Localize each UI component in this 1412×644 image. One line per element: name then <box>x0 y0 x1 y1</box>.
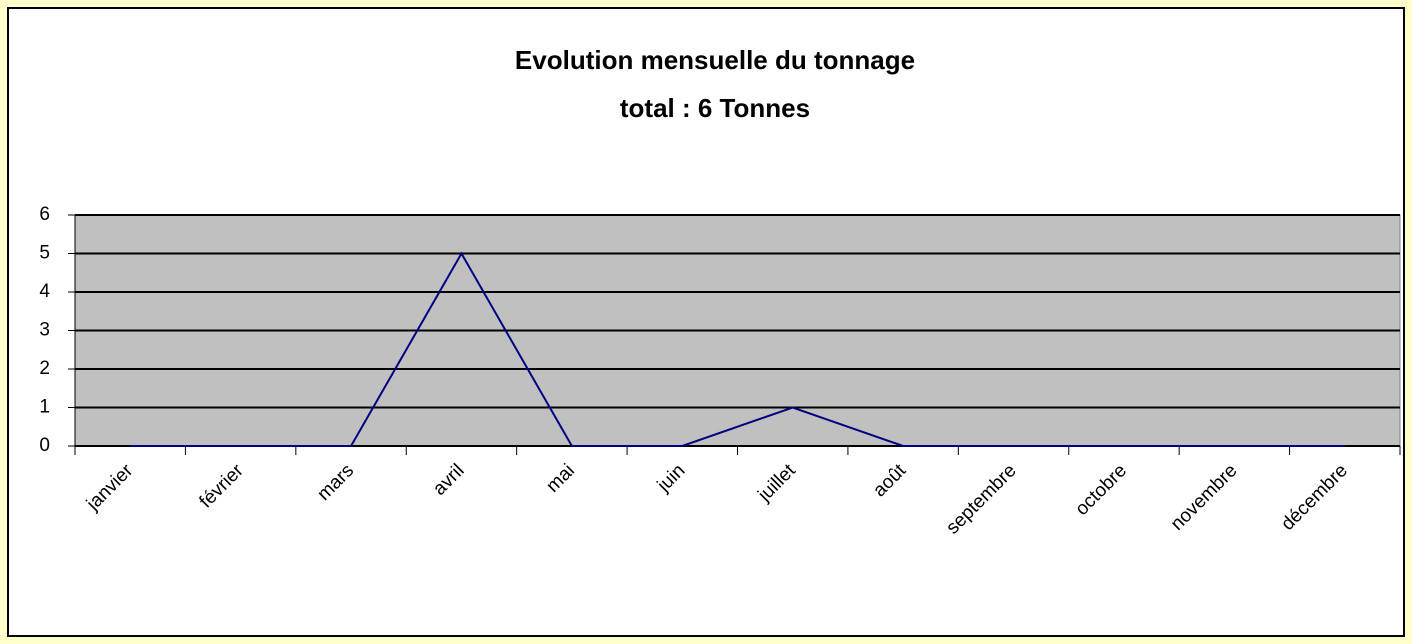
chart-title: Evolution mensuelle du tonnage <box>515 45 915 75</box>
y-tick-label: 5 <box>39 243 50 264</box>
chart-subtitle: total : 6 Tonnes <box>620 93 810 123</box>
line-series <box>130 251 1345 447</box>
y-tick-label: 6 <box>39 204 50 225</box>
y-tick-label: 0 <box>39 435 50 456</box>
y-tick-label: 1 <box>39 397 50 418</box>
y-tick-label: 3 <box>39 320 50 341</box>
y-tick-label: 4 <box>39 281 50 302</box>
y-tick-label: 2 <box>39 358 50 379</box>
